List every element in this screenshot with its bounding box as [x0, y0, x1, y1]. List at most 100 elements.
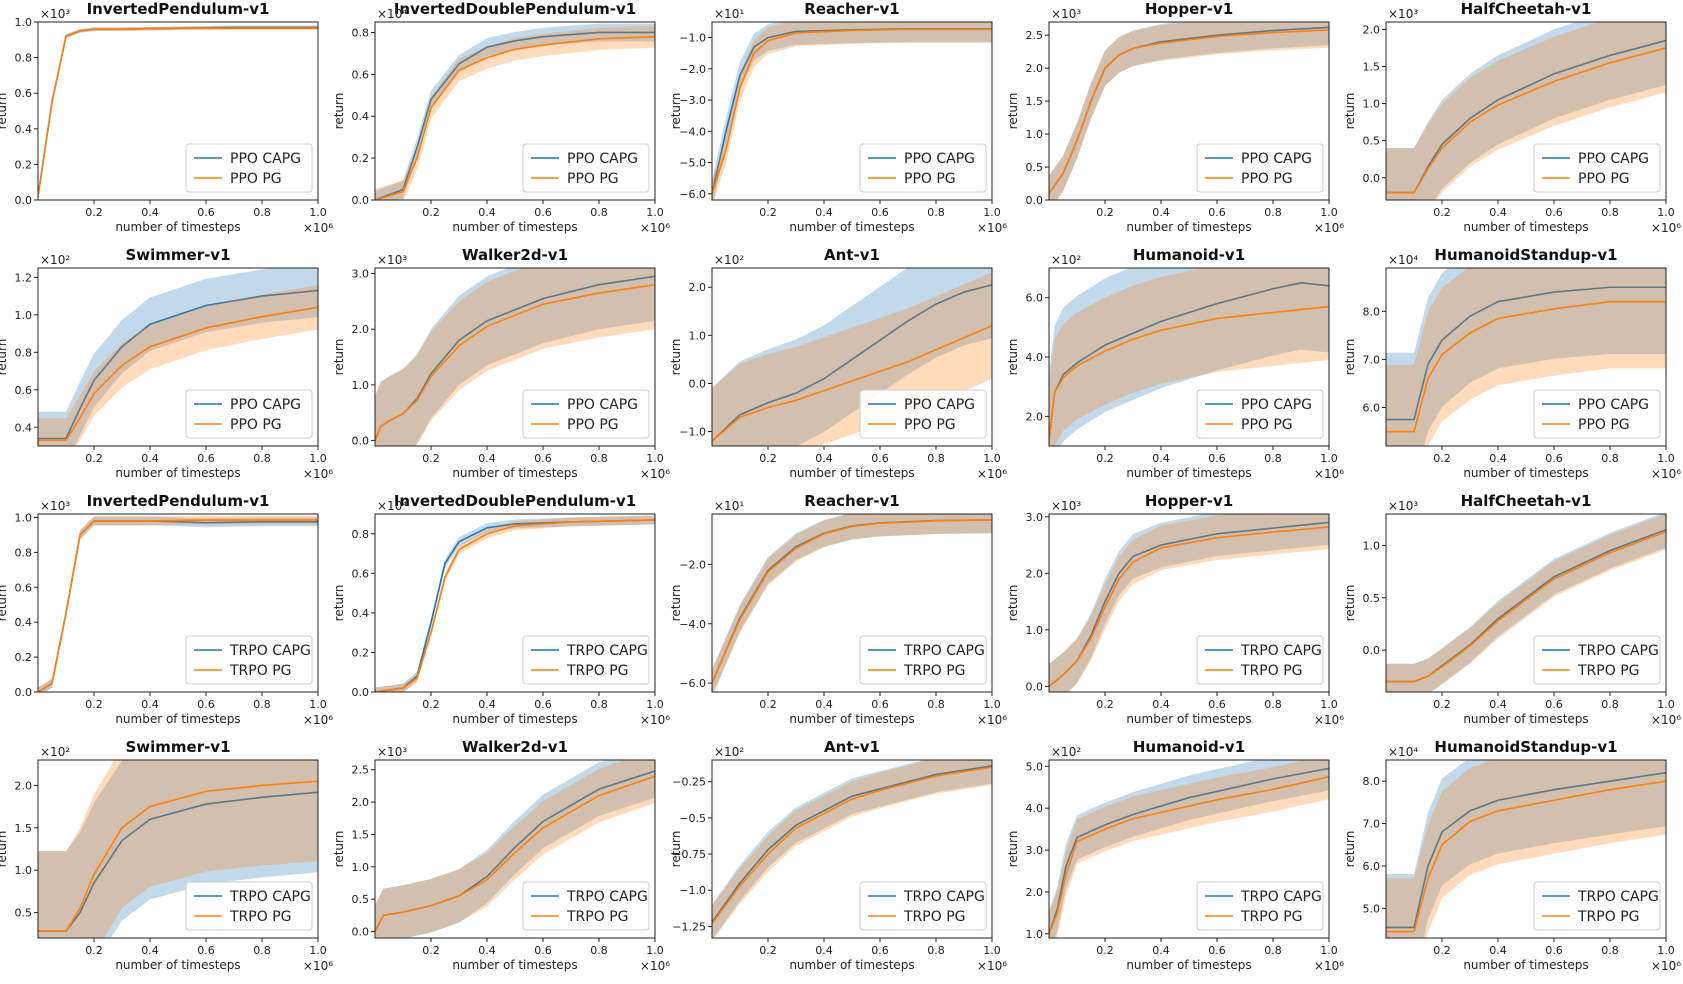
x-tick-label: 0.4 — [141, 944, 159, 957]
axes-frame — [1385, 759, 1667, 939]
y-axis-label: return — [1006, 339, 1020, 376]
legend-box — [1196, 143, 1324, 193]
x-multiplier: ×10⁶ — [303, 713, 333, 727]
series-line — [712, 28, 992, 194]
x-tick-label: 0.8 — [927, 944, 945, 957]
x-tick-label: 0.6 — [534, 452, 552, 465]
y-multiplier: ×10² — [714, 253, 744, 267]
x-multiplier: ×10⁶ — [1314, 713, 1344, 727]
y-tick-label: 0.6 — [15, 87, 33, 100]
x-tick-label: 0.8 — [1601, 698, 1619, 711]
legend-label: TRPO PG — [903, 663, 965, 679]
legend-label: TRPO CAPG — [903, 889, 985, 905]
legend-label: PPO CAPG — [567, 397, 638, 413]
series-line — [712, 284, 992, 442]
series-band — [712, 22, 992, 200]
legend-label: TRPO CAPG — [229, 643, 311, 659]
x-tick-label: 0.2 — [422, 206, 440, 219]
x-tick-label: 0.8 — [253, 206, 271, 219]
axes-frame — [37, 513, 319, 693]
y-multiplier: ×10⁴ — [377, 499, 407, 513]
chart-panel: InvertedDoublePendulum-v1×10⁴ 0.2 0.4 0.6 0.… — [332, 0, 670, 235]
legend: TRPO CAPG TRPO PG — [859, 635, 987, 685]
series-band — [1049, 268, 1329, 446]
y-tick-label: 0.5 — [1363, 135, 1381, 148]
y-tick-label: 8.0 — [1363, 775, 1381, 788]
y-tick-label: −2.0 — [679, 63, 706, 76]
y-tick-label: 7.0 — [1363, 353, 1381, 366]
x-tick-label: 0.4 — [478, 944, 496, 957]
legend: PPO CAPG PPO PG — [522, 389, 650, 439]
x-tick-label: 0.4 — [815, 698, 833, 711]
y-multiplier: ×10³ — [40, 499, 70, 513]
x-tick-label: 0.6 — [1545, 452, 1563, 465]
legend-box — [1533, 635, 1661, 685]
x-tick-label: 1.0 — [983, 452, 1001, 465]
plot-area — [1049, 760, 1329, 938]
y-tick-label: 0.0 — [352, 194, 370, 207]
x-tick-label: 0.6 — [1208, 206, 1226, 219]
legend-label: PPO CAPG — [1241, 151, 1312, 167]
x-tick-label: 0.6 — [197, 698, 215, 711]
chart-panel: HalfCheetah-v1 ×10³ 0.2 0.4 0.6 0.8 1.0 0.0 0.5 1… — [1343, 492, 1681, 727]
x-multiplier: ×10⁶ — [1651, 713, 1681, 727]
x-axis-label: number of timesteps — [789, 466, 914, 480]
plot-area — [1049, 22, 1329, 200]
legend: PPO CAPG PPO PG — [859, 389, 987, 439]
y-tick-label: 1.0 — [15, 309, 33, 322]
x-tick-label: 1.0 — [309, 944, 327, 957]
y-tick-label: 1.0 — [15, 16, 33, 29]
plot-area — [38, 515, 318, 692]
series-line — [38, 780, 318, 933]
plot-area — [38, 760, 318, 938]
y-axis-label: return — [669, 339, 683, 376]
chart-panel: InvertedPendulum-v1 ×10³ 0.2 0.4 0.6 0.8 1.0 0.… — [0, 0, 333, 235]
x-tick-label: 0.2 — [759, 698, 777, 711]
x-multiplier: ×10⁶ — [1314, 959, 1344, 973]
legend-box — [1196, 389, 1324, 439]
chart-panel: Humanoid-v1 ×10² 0.2 0.4 0.6 0.8 1.0 2.0 4.0 6.0 n… — [1006, 246, 1344, 481]
chart-title: Ant-v1 — [824, 738, 880, 756]
y-tick-label: 0.2 — [352, 152, 370, 165]
x-multiplier: ×10⁶ — [640, 959, 670, 973]
chart-title: Walker2d-v1 — [462, 738, 568, 756]
x-tick-label: 1.0 — [309, 452, 327, 465]
x-tick-label: 1.0 — [1320, 698, 1338, 711]
x-tick-label: 0.4 — [815, 206, 833, 219]
series-line — [38, 519, 318, 692]
series-band — [712, 760, 992, 938]
y-axis-label: return — [0, 93, 9, 130]
legend-label: PPO CAPG — [230, 397, 301, 413]
legend-label: TRPO CAPG — [1240, 643, 1322, 659]
chart-panel: Walker2d-v1 ×10³ 0.2 0.4 0.6 0.8 1.0 0.0 1.0 2.0 3… — [332, 246, 670, 481]
legend-box — [1196, 635, 1324, 685]
y-tick-label: 1.0 — [352, 861, 370, 874]
y-tick-label: 0.6 — [352, 567, 370, 580]
legend-label: PPO PG — [1241, 417, 1293, 433]
y-tick-label: 2.0 — [1026, 410, 1044, 423]
y-tick-label: 1.0 — [1026, 928, 1044, 941]
legend: TRPO CAPG TRPO PG — [522, 881, 650, 931]
x-axis-label: number of timesteps — [452, 220, 577, 234]
legend-box — [522, 143, 650, 193]
chart-title: InvertedDoublePendulum-v1 — [394, 492, 636, 510]
y-tick-label: 0.0 — [352, 434, 370, 447]
series-line — [1049, 29, 1329, 194]
y-tick-label: 6.0 — [1026, 292, 1044, 305]
plot-area — [1386, 760, 1666, 938]
y-multiplier: ×10³ — [377, 253, 407, 267]
y-tick-label: 5.0 — [1363, 902, 1381, 915]
axes-frame — [711, 513, 993, 693]
legend-label: TRPO CAPG — [1577, 643, 1659, 659]
legend-label: TRPO CAPG — [566, 889, 648, 905]
y-tick-label: 0.6 — [15, 384, 33, 397]
x-multiplier: ×10⁶ — [977, 959, 1007, 973]
x-tick-label: 0.8 — [590, 944, 608, 957]
series-line — [1386, 531, 1666, 683]
plot-area — [712, 268, 992, 446]
y-tick-label: 0.0 — [352, 926, 370, 939]
series-line — [1049, 767, 1329, 935]
x-multiplier: ×10⁶ — [640, 713, 670, 727]
x-tick-label: 0.2 — [422, 698, 440, 711]
x-tick-label: 1.0 — [309, 698, 327, 711]
